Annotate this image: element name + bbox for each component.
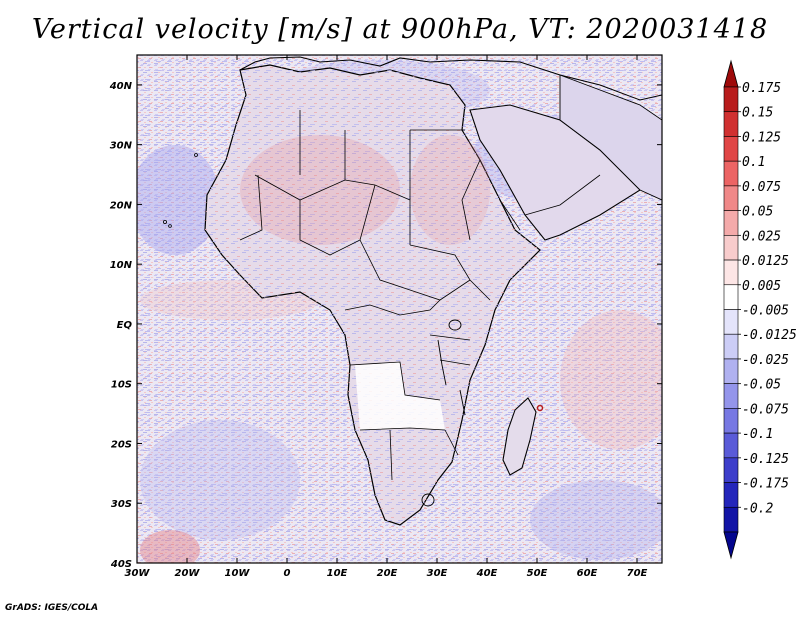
arabia-outline [469, 104, 641, 241]
lon-label: 30W [125, 568, 151, 579]
colorbar-box [723, 284, 739, 310]
colorbar-label: 0.125 [742, 130, 781, 145]
colorbar-box [723, 506, 739, 533]
colorbar-box [723, 408, 739, 434]
lon-label: 50E [527, 568, 548, 579]
colorbar-label: 0.0125 [742, 254, 789, 269]
colorbar-label: 0.175 [742, 81, 781, 96]
colorbar-label: 0.005 [742, 279, 781, 294]
colorbar-label: 0.15 [742, 106, 773, 121]
colorbar-box [723, 358, 739, 384]
colorbar-label: -0.005 [742, 304, 789, 319]
lat-label: EQ [117, 320, 133, 331]
colorbar: 0.175 0.15 0.125 0.1 0.075 0.05 0.025 0.0125 0.0… [723, 59, 797, 560]
colorbar-bottom-arrow [723, 531, 739, 560]
colorbar-box [723, 185, 739, 211]
colorbar-box [723, 432, 739, 459]
colorbar-box [723, 136, 739, 162]
colorbar-box [723, 482, 739, 508]
colorbar-label: 0.075 [742, 180, 781, 195]
lon-label: 10W [225, 568, 251, 579]
lat-label: 10N [110, 260, 133, 271]
colorbar-box [723, 210, 739, 236]
colorbar-box [723, 457, 739, 483]
lat-label: 20S [111, 439, 132, 450]
colorbar-label: -0.2 [742, 501, 773, 516]
velocity-field [137, 55, 662, 563]
lon-label: 20W [175, 568, 201, 579]
lat-label: 20N [110, 200, 133, 211]
madagascar-outline [502, 397, 537, 476]
lon-label: 30E [427, 568, 448, 579]
colorbar-label: 0.1 [742, 155, 765, 170]
colorbar-label: -0.075 [742, 402, 789, 417]
colorbar-box [723, 309, 739, 335]
colorbar-label: -0.025 [742, 353, 789, 368]
colorbar-box [723, 333, 739, 360]
chart-title: Vertical velocity [m/s] at 900hPa, VT: 2… [31, 14, 769, 45]
footer-credit: GrADS: IGES/COLA [5, 603, 99, 613]
colorbar-box [723, 111, 739, 137]
lon-label: 60E [577, 568, 598, 579]
lon-label: 20E [377, 568, 398, 579]
lat-label: 30N [110, 141, 133, 152]
colorbar-label: -0.175 [742, 477, 789, 492]
lon-label: 10E [327, 568, 348, 579]
lat-label: 10S [111, 380, 132, 391]
colorbar-label: -0.1 [742, 427, 773, 442]
colorbar-label: 0.05 [742, 205, 773, 220]
lat-label: 40S [110, 559, 132, 570]
lat-label: 40N [109, 81, 133, 92]
lon-label: 0 [284, 568, 291, 579]
country-borders [239, 110, 601, 481]
colorbar-box [723, 235, 739, 261]
colorbar-box [723, 160, 739, 187]
lon-label: 70E [627, 568, 648, 579]
colorbar-box [723, 259, 739, 286]
colorbar-label: 0.025 [742, 229, 781, 244]
plot-frame [136, 54, 663, 564]
lat-label: 30S [111, 499, 132, 510]
lon-label: 40E [476, 568, 498, 579]
colorbar-label: -0.125 [742, 452, 789, 467]
colorbar-label: -0.05 [742, 378, 781, 393]
colorbar-box [723, 86, 739, 113]
colorbar-label: -0.0125 [742, 328, 797, 343]
colorbar-box [723, 383, 739, 409]
colorbar-top-arrow [723, 59, 739, 88]
